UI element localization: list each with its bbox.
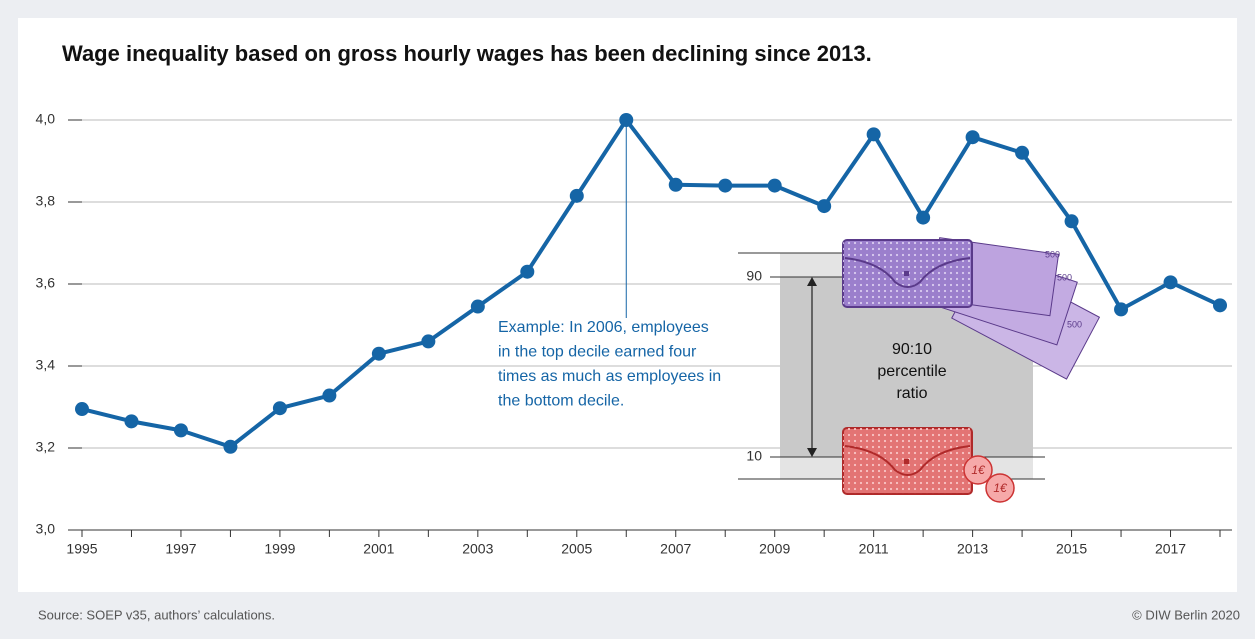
x-tick-label: 1997	[165, 541, 196, 557]
point	[520, 265, 534, 279]
point	[1114, 302, 1128, 316]
x-tick-label: 2005	[561, 541, 592, 557]
annotation-text: times as much as employees in	[498, 368, 721, 385]
ratio-label: ratio	[896, 385, 927, 402]
upper-label: 90	[746, 268, 762, 284]
annotation-text: Example: In 2006, employees	[498, 319, 709, 336]
ratio-label: 90:10	[892, 341, 932, 358]
point	[1164, 275, 1178, 289]
x-tick-label: 2015	[1056, 541, 1087, 557]
source: Source: SOEP v35, authors’ calculations.	[38, 607, 275, 622]
y-tick-label: 3,4	[36, 357, 56, 373]
x-tick-label: 2011	[859, 541, 889, 557]
x-tick-label: 1999	[264, 541, 295, 557]
point	[817, 199, 831, 213]
point	[273, 401, 287, 415]
point	[322, 389, 336, 403]
chart-title: Wage inequality based on gross hourly wa…	[62, 41, 872, 66]
note-label: 500	[1045, 249, 1060, 259]
ratio-label: percentile	[877, 363, 946, 380]
point	[223, 440, 237, 454]
lower-label: 10	[746, 448, 762, 464]
y-tick-label: 3,8	[36, 193, 56, 209]
point	[916, 211, 930, 225]
chart: Wage inequality based on gross hourly wa…	[0, 0, 1255, 639]
x-tick-label: 2013	[957, 541, 988, 557]
point	[768, 179, 782, 193]
note-label: 500	[1057, 272, 1072, 282]
point	[471, 300, 485, 314]
point	[669, 178, 683, 192]
point	[1213, 298, 1227, 312]
copyright: © DIW Berlin 2020	[1132, 607, 1240, 622]
y-tick-label: 3,0	[36, 521, 56, 537]
point	[619, 113, 633, 127]
point	[718, 179, 732, 193]
coin-label: 1€	[993, 481, 1008, 495]
y-tick-label: 4,0	[36, 111, 56, 127]
x-tick-label: 2017	[1155, 541, 1186, 557]
point	[1015, 146, 1029, 160]
point	[1065, 214, 1079, 228]
x-tick-label: 1995	[66, 541, 97, 557]
y-tick-label: 3,2	[36, 439, 56, 455]
point	[421, 334, 435, 348]
note-label: 500	[1067, 319, 1082, 329]
point	[124, 414, 138, 428]
x-tick-label: 2009	[759, 541, 790, 557]
annotation-text: the bottom decile.	[498, 393, 624, 410]
x-tick-label: 2001	[363, 541, 394, 557]
point	[75, 402, 89, 416]
coin-label: 1€	[971, 463, 986, 477]
point	[570, 189, 584, 203]
y-tick-label: 3,6	[36, 275, 56, 291]
x-tick-label: 2003	[462, 541, 493, 557]
point	[372, 347, 386, 361]
point	[966, 130, 980, 144]
point	[174, 423, 188, 437]
x-tick-label: 2007	[660, 541, 691, 557]
point	[867, 127, 881, 141]
annotation-text: in the top decile earned four	[498, 344, 697, 361]
